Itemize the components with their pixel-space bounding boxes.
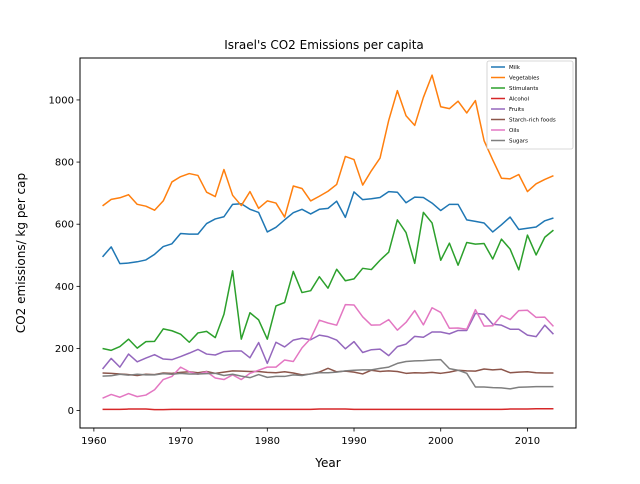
x-tick-label: 1970 <box>168 436 193 447</box>
legend-label: Starch-rich foods <box>509 118 556 124</box>
x-tick-label: 1960 <box>81 436 106 447</box>
x-axis-ticks: 1960 1970 1980 1990 2000 2010 <box>81 428 540 447</box>
legend: Milk Vegetables Stimulants Alcohol Fruits Sta… <box>486 60 574 150</box>
x-tick-label: 1990 <box>341 436 366 447</box>
legend-box <box>486 60 574 150</box>
legend-label: Alcohol <box>509 97 530 103</box>
series-line-fruits <box>101 312 554 370</box>
series-line-starch-rich-foods <box>102 367 554 377</box>
y-tick-label: 600 <box>55 220 74 231</box>
y-axis-label: CO2 emissions/ kg per cap <box>14 173 28 333</box>
legend-label: Fruits <box>509 107 524 113</box>
y-tick-label: 200 <box>55 344 74 355</box>
y-tick-label: 800 <box>55 158 74 169</box>
y-axis-ticks: 0 200 400 600 800 1000 <box>49 95 80 417</box>
legend-label: Oils <box>509 128 519 134</box>
plot-frame <box>79 57 577 429</box>
x-tick-label: 2000 <box>428 436 453 447</box>
legend-label: Stimulants <box>509 86 539 92</box>
legend-label: Milk <box>509 65 521 71</box>
series-line-oils <box>102 303 554 399</box>
y-tick-label: 0 <box>68 406 74 417</box>
legend-label: Vegetables <box>509 76 540 82</box>
x-axis-label: Year <box>314 456 340 470</box>
chart-title: Israel's CO2 Emissions per capita <box>224 38 424 52</box>
series-line-stimulants <box>102 211 554 352</box>
series-line-sugars <box>102 358 554 390</box>
series-line-milk <box>101 190 554 265</box>
x-tick-label: 2010 <box>515 436 540 447</box>
series-line-vegetables <box>102 74 554 218</box>
legend-label: Sugars <box>509 139 528 145</box>
series-layer <box>101 74 554 411</box>
x-tick-label: 1980 <box>255 436 280 447</box>
series-line-alcohol <box>102 407 554 411</box>
y-tick-label: 400 <box>55 282 74 293</box>
y-tick-label: 1000 <box>49 95 74 106</box>
